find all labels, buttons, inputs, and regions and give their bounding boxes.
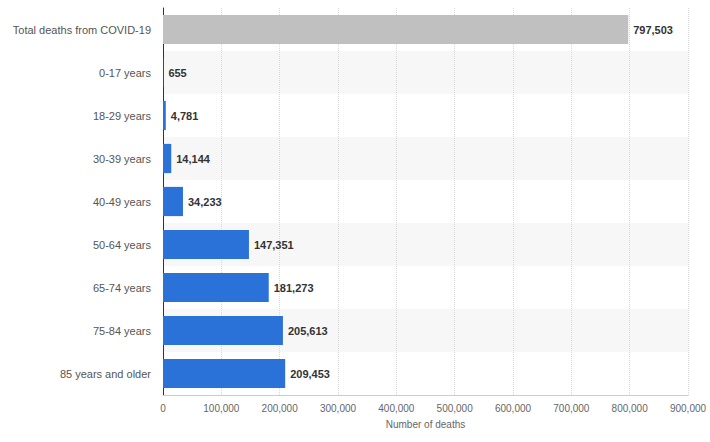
svg-text:14,144: 14,144 <box>176 153 211 165</box>
svg-text:700,000: 700,000 <box>553 403 590 414</box>
svg-text:655: 655 <box>168 67 186 79</box>
svg-text:Total deaths from COVID-19: Total deaths from COVID-19 <box>13 24 151 36</box>
svg-text:500,000: 500,000 <box>437 403 474 414</box>
svg-text:34,233: 34,233 <box>188 196 222 208</box>
svg-text:100,000: 100,000 <box>203 403 240 414</box>
svg-text:600,000: 600,000 <box>495 403 532 414</box>
svg-text:85 years and older: 85 years and older <box>60 368 151 380</box>
svg-text:0: 0 <box>160 403 166 414</box>
svg-text:797,503: 797,503 <box>633 24 673 36</box>
svg-text:147,351: 147,351 <box>254 239 294 251</box>
svg-text:0-17 years: 0-17 years <box>99 67 151 79</box>
svg-text:900,000: 900,000 <box>670 403 707 414</box>
svg-text:400,000: 400,000 <box>378 403 415 414</box>
svg-text:Number of deaths: Number of deaths <box>386 419 466 430</box>
svg-text:200,000: 200,000 <box>262 403 299 414</box>
svg-text:30-39 years: 30-39 years <box>93 153 152 165</box>
svg-text:4,781: 4,781 <box>171 110 199 122</box>
svg-text:40-49 years: 40-49 years <box>93 196 152 208</box>
svg-text:205,613: 205,613 <box>288 325 328 337</box>
svg-text:209,453: 209,453 <box>290 368 330 380</box>
svg-text:18-29 years: 18-29 years <box>93 110 152 122</box>
svg-text:50-64 years: 50-64 years <box>93 239 152 251</box>
svg-text:181,273: 181,273 <box>274 282 314 294</box>
svg-text:300,000: 300,000 <box>320 403 357 414</box>
svg-text:65-74 years: 65-74 years <box>93 282 152 294</box>
svg-text:800,000: 800,000 <box>612 403 649 414</box>
svg-text:75-84 years: 75-84 years <box>93 325 152 337</box>
